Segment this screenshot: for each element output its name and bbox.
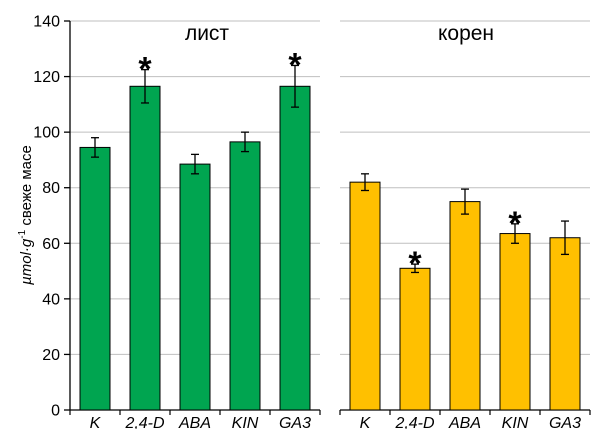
category-label-1-2: ABA — [448, 415, 481, 429]
bar-0-1 — [130, 86, 160, 410]
category-label-1-4: GA3 — [549, 415, 581, 429]
y-axis: 0 20 40 60 80 100 120 140 — [33, 14, 70, 420]
bar-1-3 — [500, 234, 530, 410]
bar-1-1 — [400, 268, 430, 410]
category-label-0-3: KIN — [232, 415, 259, 429]
category-label-1-1: 2,4-D — [394, 415, 435, 429]
y-tick-label-140: 140 — [33, 14, 60, 31]
significance-star-1-1: * — [408, 245, 422, 283]
panel-title-leaf: лист — [185, 22, 229, 45]
significance-star-0-1: * — [138, 51, 152, 89]
bar-0-4 — [280, 86, 310, 410]
y-axis-label: µmol·g-1 свеже масе — [17, 145, 35, 285]
bar-0-0 — [80, 147, 110, 410]
panel-root: корен K * 2,4-D ABA * KIN GA3 — [340, 22, 590, 429]
category-label-0-0: K — [90, 415, 102, 429]
category-label-1-3: KIN — [502, 415, 529, 429]
y-axis-label-text: свеже масе — [18, 145, 35, 230]
category-label-0-4: GA3 — [279, 415, 311, 429]
bar-1-0 — [350, 182, 380, 410]
category-label-0-1: 2,4-D — [124, 415, 165, 429]
bar-1-4 — [550, 238, 580, 410]
y-tick-label-80: 80 — [42, 180, 60, 197]
y-tick-label-100: 100 — [33, 125, 60, 142]
panel-title-root: корен — [438, 22, 494, 45]
bar-0-2 — [180, 164, 210, 410]
significance-star-1-3: * — [508, 205, 522, 243]
category-label-0-2: ABA — [178, 415, 211, 429]
y-tick-label-0: 0 — [51, 403, 60, 420]
y-tick-label-40: 40 — [42, 291, 60, 308]
y-tick-label-120: 120 — [33, 69, 60, 86]
bar-1-2 — [450, 202, 480, 410]
panel-leaf: лист K * 2,4-D ABA KIN * GA3 — [70, 22, 320, 429]
significance-star-0-4: * — [288, 46, 302, 84]
y-tick-label-20: 20 — [42, 347, 60, 364]
bar-0-3 — [230, 142, 260, 410]
y-tick-label-60: 60 — [42, 236, 60, 253]
category-label-1-0: K — [360, 415, 372, 429]
y-axis-label-unit: µmol·g — [18, 238, 35, 285]
